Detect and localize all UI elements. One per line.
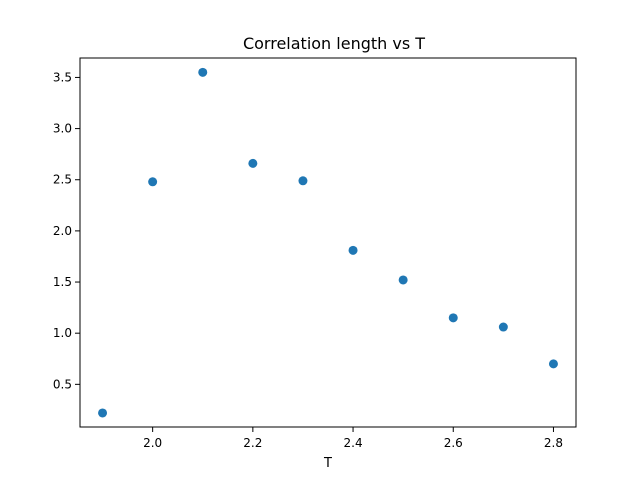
data-point (148, 177, 158, 187)
x-tick-label: 2.0 (143, 436, 162, 450)
y-tick-label: 3.0 (53, 122, 72, 136)
data-point (448, 313, 458, 323)
data-point (498, 322, 508, 332)
marks-layer (98, 67, 558, 418)
plot-frame (79, 57, 577, 428)
data-point (298, 176, 308, 186)
data-point (398, 275, 408, 285)
data-point (198, 67, 208, 77)
y-tick-label: 1.0 (53, 326, 72, 340)
x-tick-label: 2.8 (544, 436, 563, 450)
x-axis-label: T (323, 456, 332, 471)
y-tick-label: 2.5 (53, 173, 72, 187)
x-tick-label: 2.6 (444, 436, 463, 450)
y-tick-label: 1.5 (53, 275, 72, 289)
data-point (548, 359, 558, 369)
x-tick-label: 2.4 (344, 436, 363, 450)
chart-title: Correlation length vs T (243, 34, 425, 53)
data-point (98, 408, 108, 418)
x-axis: 2.0 2.2 2.4 2.6 2.8 (143, 427, 563, 450)
y-axis: 0.5 1.0 1.5 2.0 2.5 3.0 3.5 (53, 70, 80, 391)
y-tick-label: 0.5 (53, 377, 72, 391)
x-tick-label: 2.2 (243, 436, 262, 450)
y-tick-label: 3.5 (53, 70, 72, 84)
data-point (348, 245, 358, 255)
data-point (248, 158, 258, 168)
y-tick-label: 2.0 (53, 224, 72, 238)
